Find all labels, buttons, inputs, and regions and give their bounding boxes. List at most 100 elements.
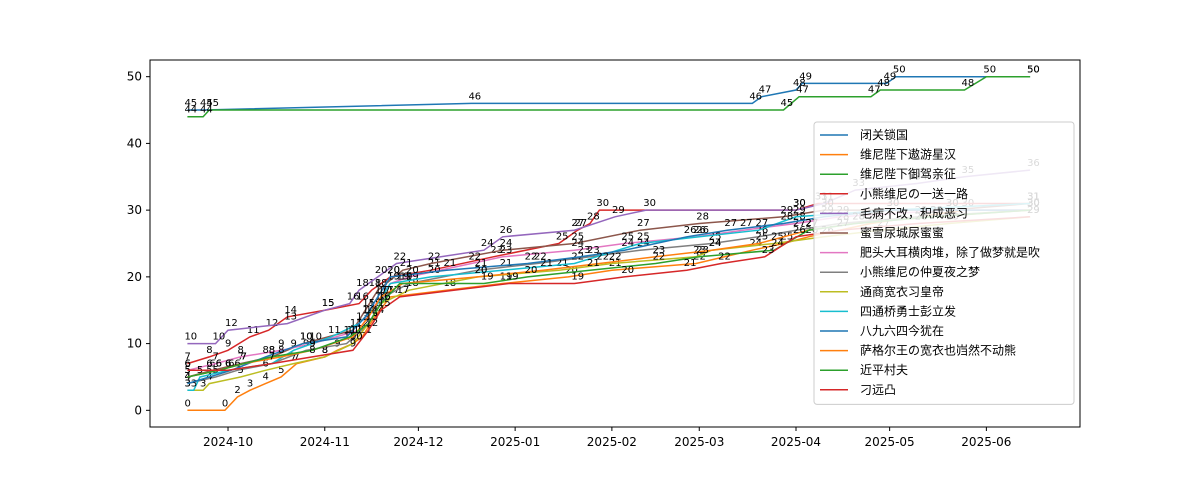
point-label: 15 (322, 298, 335, 309)
point-label: 6 (234, 358, 240, 369)
point-label: 7 (213, 352, 219, 363)
point-label: 7 (269, 352, 275, 363)
point-label: 20 (387, 265, 400, 276)
point-label: 11 (344, 325, 357, 336)
point-label: 16 (378, 292, 391, 303)
point-label: 18 (369, 278, 382, 289)
point-label: 10 (350, 332, 363, 343)
point-label: 24 (621, 238, 634, 249)
point-label: 23 (578, 245, 591, 256)
point-label: 12 (350, 318, 363, 329)
point-label: 19 (500, 272, 513, 283)
series-line-2 (187, 75, 1031, 118)
y-tick-label: 30 (127, 203, 142, 217)
point-label: 45 (781, 98, 794, 109)
point-label: 47 (796, 85, 809, 96)
point-label: 26 (793, 225, 806, 236)
x-tick-label: 2025-05 (865, 435, 915, 449)
point-label: 16 (378, 292, 391, 303)
point-label: 28 (696, 211, 709, 222)
point-label: 18 (375, 278, 388, 289)
point-label: 19 (571, 272, 584, 283)
point-label: 50 (893, 65, 906, 76)
point-label: 6 (228, 358, 234, 369)
point-label: 24 (709, 238, 722, 249)
point-label: 20 (428, 265, 441, 276)
x-tick-label: 2024-11 (300, 435, 350, 449)
point-label: 48 (793, 78, 806, 89)
point-label: 27 (571, 218, 584, 229)
point-label: 27 (575, 218, 588, 229)
series-line-6 (187, 209, 1031, 372)
point-label: 27 (637, 218, 650, 229)
point-label: 22 (534, 252, 547, 263)
point-label: 46 (749, 91, 762, 102)
legend-entry: 刁远凸 (860, 383, 896, 397)
x-tick-label: 2025-03 (674, 435, 724, 449)
point-label: 25 (571, 232, 584, 243)
point-label: 23 (500, 245, 513, 256)
point-label: 9 (225, 338, 231, 349)
point-label: 11 (359, 325, 372, 336)
point-label: 46 (468, 91, 481, 102)
point-label: 6 (206, 358, 212, 369)
point-label: 27 (724, 218, 737, 229)
y-tick-label: 0 (134, 403, 142, 417)
point-label: 6 (184, 358, 190, 369)
point-label: 10 (213, 332, 226, 343)
point-label: 14 (365, 305, 378, 316)
point-label: 30 (596, 198, 609, 209)
point-label: 9 (278, 338, 284, 349)
point-label: 15 (378, 298, 391, 309)
point-label: 25 (637, 232, 650, 243)
point-label: 22 (653, 252, 666, 263)
legend-entry: 小熊维尼の一送一路 (860, 186, 968, 201)
point-label: 14 (284, 305, 297, 316)
point-label: 20 (375, 265, 388, 276)
point-label: 29 (781, 205, 794, 216)
point-label: 50 (1027, 65, 1040, 76)
point-label: 45 (200, 98, 213, 109)
point-label: 48 (877, 78, 890, 89)
point-label: 21 (428, 258, 441, 269)
legend-entry: 蜜雪尿城尿蜜蜜 (860, 225, 944, 240)
point-label: 21 (500, 258, 513, 269)
point-label: 6 (216, 358, 222, 369)
point-label: 11 (328, 325, 341, 336)
point-label: 9 (309, 338, 315, 349)
point-label: 17 (378, 285, 391, 296)
x-tick-label: 2025-04 (771, 435, 821, 449)
point-label: 13 (356, 312, 369, 323)
point-label: 27 (756, 218, 769, 229)
point-label: 19 (406, 272, 419, 283)
point-label: 3 (191, 378, 197, 389)
point-label: 19 (481, 272, 494, 283)
point-label: 7 (241, 352, 247, 363)
x-tick-label: 2025-01 (490, 435, 540, 449)
point-label: 0 (222, 398, 228, 409)
legend-entry: 闭关锁国 (860, 127, 908, 142)
point-label: 25 (556, 232, 569, 243)
point-label: 18 (356, 278, 369, 289)
point-label: 30 (643, 198, 656, 209)
point-label: 23 (693, 245, 706, 256)
point-label: 7 (291, 352, 297, 363)
point-label: 27 (805, 218, 818, 229)
legend: 闭关锁国维尼陛下遨游星汉维尼陛下御驾亲征小熊维尼の一送一路毛病不改，积成恶习蜜雪… (813, 121, 1075, 405)
point-label: 25 (621, 232, 634, 243)
y-tick-label: 10 (127, 337, 142, 351)
point-label: 8 (238, 345, 244, 356)
point-label: 24 (709, 238, 722, 249)
point-label: 10 (309, 332, 322, 343)
point-label: 3 (200, 378, 206, 389)
point-label: 28 (781, 211, 794, 222)
point-label: 49 (799, 71, 812, 82)
point-label: 28 (587, 211, 600, 222)
point-label: 23 (587, 245, 600, 256)
point-label: 20 (621, 265, 634, 276)
point-label: 0 (184, 398, 190, 409)
point-label: 5 (238, 365, 244, 376)
y-axis: 0 10 20 30 40 50 (127, 70, 150, 417)
legend-entry: 萨格尔王の宽衣也岿然不动熊 (860, 343, 1016, 358)
point-label: 8 (322, 345, 328, 356)
